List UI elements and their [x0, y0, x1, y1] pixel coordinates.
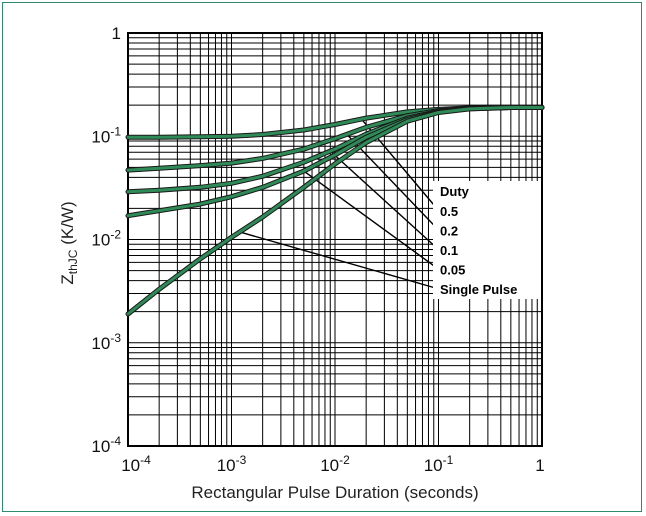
y-tick-label: 1	[112, 24, 121, 43]
x-tick-label: 10-2	[320, 453, 350, 475]
y-tick-label-exponent: -2	[110, 228, 121, 242]
legend: Duty 0.5 0.2 0.1 0.05 Single Pulse	[433, 181, 541, 299]
series-line	[126, 106, 544, 316]
x-tick-label-base: 10	[217, 456, 236, 475]
y-tick-label-base: 10	[91, 127, 110, 146]
y-tick-labels: 10-410-310-210-11	[91, 24, 121, 456]
x-tick-label-base: 1	[535, 456, 544, 475]
x-tick-label-base: 10	[424, 456, 443, 475]
x-tick-label: 10-1	[424, 453, 454, 475]
legend-pointer-line	[329, 150, 440, 251]
x-tick-label: 10-4	[121, 453, 151, 475]
curves	[125, 105, 545, 317]
x-tick-label: 10-3	[217, 453, 247, 475]
x-tick-label-exponent: -1	[443, 453, 454, 467]
y-axis-label: ZthJC (K/W)	[58, 201, 80, 284]
y-tick-label: 10-4	[91, 434, 121, 456]
y-tick-label: 10-3	[91, 331, 121, 353]
grid	[127, 33, 542, 447]
plot-border	[127, 32, 543, 447]
chart-frame: Duty 0.5 0.2 0.1 0.05 Single Pulse 10-4 10-3 1…	[2, 2, 642, 512]
x-tick-label-exponent: -2	[339, 453, 350, 467]
y-axis-label-unit: (K/W)	[58, 201, 77, 249]
legend-entry: Single Pulse	[440, 282, 517, 297]
y-tick-label-base: 10	[91, 437, 110, 456]
legend-entry: 0.2	[440, 224, 458, 239]
y-tick-label-base: 10	[91, 334, 110, 353]
legend-pointer-line	[303, 170, 440, 271]
x-tick-label-exponent: -4	[140, 453, 151, 467]
legend-pointer-line	[346, 133, 440, 231]
x-tick-label-base: 10	[320, 456, 339, 475]
y-tick-label: 10-1	[91, 124, 121, 146]
legend-entry: 0.5	[440, 204, 458, 219]
y-tick-label-exponent: -4	[110, 434, 121, 448]
legend-pointer-line	[239, 231, 440, 290]
x-tick-label-exponent: -3	[236, 453, 247, 467]
legend-pointers	[239, 118, 440, 290]
x-axis-label: Rectangular Pulse Duration (seconds)	[191, 483, 478, 502]
x-tick-label-base: 10	[121, 456, 140, 475]
legend-entry: 0.05	[440, 263, 465, 278]
legend-title: Duty	[440, 184, 470, 199]
y-tick-label-exponent: -1	[110, 124, 121, 138]
legend-entry: 0.1	[440, 243, 458, 258]
legend-items: 0.5 0.2 0.1 0.05 Single Pulse	[440, 204, 517, 297]
x-tick-label: 1	[535, 456, 544, 475]
y-axis-label-main: Z	[58, 274, 77, 284]
y-tick-label-base: 10	[91, 231, 110, 250]
x-tick-labels: 10-4 10-3 10-2 10-1 1	[121, 453, 545, 475]
y-tick-label-base: 1	[112, 24, 121, 43]
y-tick-label: 10-2	[91, 228, 121, 250]
y-axis-label-sub: thJC	[66, 249, 80, 274]
y-tick-label-exponent: -3	[110, 331, 121, 345]
legend-box	[433, 181, 541, 299]
